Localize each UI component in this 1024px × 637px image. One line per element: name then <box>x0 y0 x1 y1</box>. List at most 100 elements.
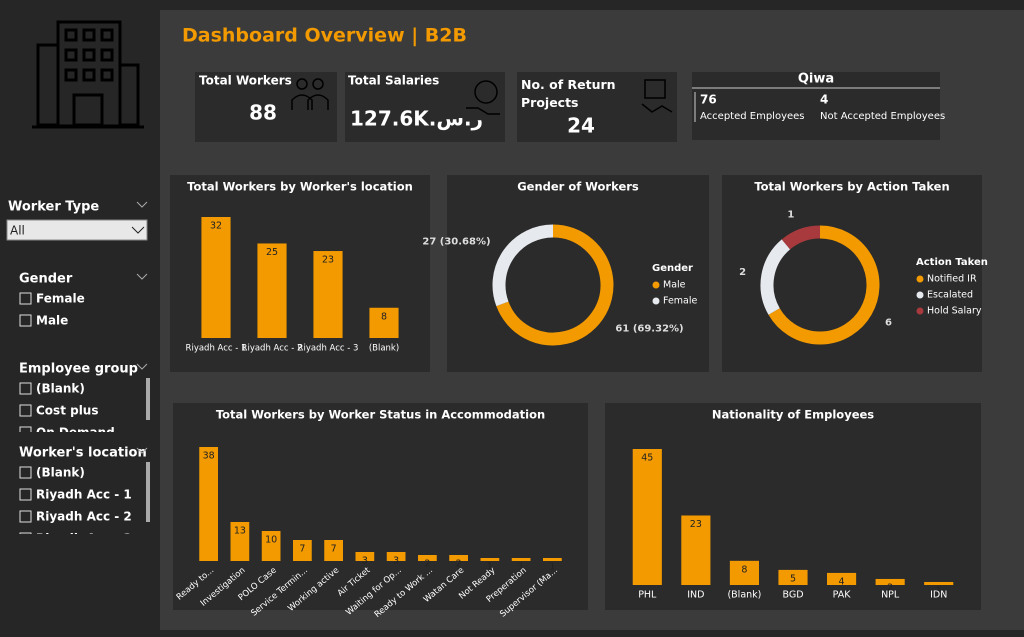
data-label: 6 <box>885 318 892 329</box>
chart-title: Gender of Workers <box>517 180 639 194</box>
data-label: 4 <box>839 576 845 587</box>
legend-marker <box>652 281 660 289</box>
bar <box>293 540 312 561</box>
x-tick-label: PHL <box>638 590 657 601</box>
x-tick-label: PAK <box>833 590 852 601</box>
data-label: 3 <box>362 556 368 567</box>
legend-label: Female <box>663 296 698 307</box>
bar <box>729 560 759 585</box>
slicer-option: Riyadh Acc - 3 <box>36 532 132 546</box>
legend-title: Gender <box>652 263 693 274</box>
legend-title: Action Taken <box>916 257 988 268</box>
data-label: 13 <box>234 526 246 537</box>
slicer-label: Gender <box>19 272 73 287</box>
x-tick-label: Riyadh Acc - 2 <box>242 344 303 354</box>
scrollbar[interactable] <box>146 378 150 420</box>
legend-marker <box>916 307 924 315</box>
data-label: 3 <box>393 556 399 567</box>
checkbox[interactable] <box>19 532 32 544</box>
data-label: 23 <box>690 519 702 530</box>
contract-icon <box>641 79 673 113</box>
legend-marker <box>652 297 660 305</box>
bar <box>543 558 562 561</box>
slicer-option: Riyadh Acc - 1 <box>36 488 132 502</box>
x-tick-label: NPL <box>881 590 900 601</box>
data-label: 25 <box>266 247 278 258</box>
workers-icon <box>291 78 329 110</box>
x-tick-label: Riyadh Acc - 3 <box>298 344 359 354</box>
qiwa-card <box>692 72 940 140</box>
bar <box>199 447 218 561</box>
scrollbar[interactable] <box>146 462 150 522</box>
slicer-list: (Blank) Riyadh Acc - 1 Riyadh Acc - 2 Ri… <box>19 466 132 546</box>
data-label: 8 <box>741 564 747 575</box>
checkbox[interactable] <box>19 488 32 501</box>
donut-segment <box>496 224 614 346</box>
chevron <box>136 447 148 454</box>
checkbox[interactable] <box>19 426 32 438</box>
dropdown-value: All <box>10 224 25 238</box>
kpi-label-box: No. of Return Projects <box>521 77 616 110</box>
data-label: 1 <box>936 585 942 596</box>
donut-segment <box>492 224 554 307</box>
chevron <box>136 201 148 208</box>
x-tick-label: (Blank) <box>369 344 399 354</box>
checkbox[interactable] <box>19 314 32 327</box>
bar <box>827 572 857 585</box>
donut-segment <box>768 225 880 345</box>
slicer-label: Employee group <box>19 362 138 377</box>
data-label: 38 <box>203 451 215 462</box>
chart-card <box>173 403 588 610</box>
qiwa-value: 4 <box>820 93 828 107</box>
legend-label: Hold Salary <box>927 306 982 317</box>
data-label: 32 <box>210 221 222 232</box>
kpi-card <box>517 72 677 142</box>
building-icon <box>32 20 144 129</box>
bar <box>230 522 250 561</box>
qiwa-value: 76 <box>700 93 717 107</box>
slicer-label: Worker Type <box>8 200 99 215</box>
bar <box>355 552 375 561</box>
legend-label: Male <box>663 280 686 291</box>
bar <box>511 558 531 561</box>
donut-segment <box>781 225 821 250</box>
data-label: 8 <box>381 311 387 322</box>
bar <box>480 558 500 561</box>
bar <box>449 555 468 561</box>
data-label: 23 <box>322 255 334 266</box>
checkbox[interactable] <box>19 292 32 305</box>
legend-marker <box>916 275 924 283</box>
checkbox[interactable] <box>19 466 32 479</box>
kpi-label: Total Salaries <box>348 74 439 88</box>
money-icon <box>466 80 500 115</box>
data-label: 27 (30.68%) <box>422 237 490 248</box>
slicer-option: (Blank) <box>36 382 85 396</box>
bar <box>369 307 399 338</box>
bar <box>418 555 437 561</box>
bar <box>924 581 954 585</box>
bar <box>324 540 343 561</box>
dashboard-title: Dashboard Overview | B2B <box>182 25 467 47</box>
checkbox[interactable] <box>19 510 32 523</box>
x-tick-label: BGD <box>782 590 803 601</box>
dropdown[interactable] <box>6 219 148 241</box>
checkbox[interactable] <box>19 382 32 395</box>
data-label: 45 <box>641 453 653 464</box>
data-label: 1 <box>518 562 524 573</box>
checkbox[interactable] <box>19 404 32 417</box>
chart-title: Nationality of Employees <box>712 408 874 422</box>
qiwa-label: Not Accepted Employees <box>820 111 945 122</box>
data-label: 5 <box>790 573 796 584</box>
data-label: 2 <box>739 267 746 278</box>
x-tick-label: (Blank) <box>727 590 761 601</box>
bar <box>778 569 808 585</box>
data-label: 2 <box>456 559 462 570</box>
donut-segment <box>760 239 791 315</box>
data-label: 2 <box>424 559 430 570</box>
chart-title: Total Workers by Worker Status in Accomm… <box>216 408 545 422</box>
qiwa-title: Qiwa <box>798 72 834 87</box>
bar <box>681 515 711 585</box>
data-label: 2 <box>887 582 893 593</box>
chart-title: Total Workers by Action Taken <box>754 180 949 194</box>
